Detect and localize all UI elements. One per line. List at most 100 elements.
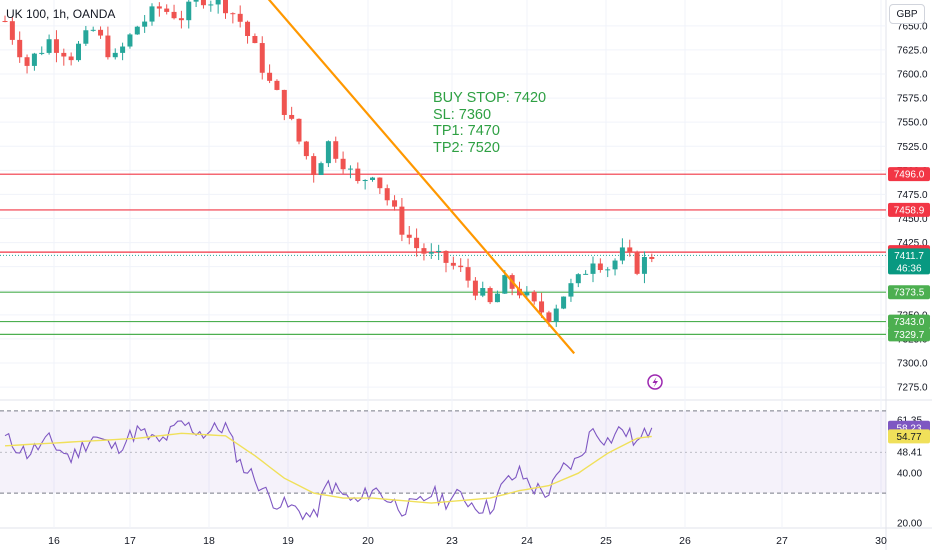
candle-body [472,280,478,296]
candle-body [164,8,170,12]
candle-body [200,0,206,6]
candle-body [370,177,375,180]
x-tick-label: 17 [124,535,136,547]
x-tick-label: 30 [875,535,887,547]
candle-body [186,1,192,21]
candle-body [406,234,412,238]
y-tick-label: 7450.0 [897,214,928,225]
candle-body [421,248,427,254]
candle-body [575,274,581,284]
candle-body [517,288,522,296]
rsi-y-tick-label: 48.41 [897,448,922,459]
rsi-value-label [888,429,930,444]
candle-body [568,283,574,297]
price-label-text: 7329.7 [894,330,925,341]
candle-body [252,36,258,44]
candle-body [105,35,111,58]
x-tick-label: 23 [446,535,458,547]
candle-body [480,288,486,296]
trade-note: BUY STOP: 7420 SL: 7360 TP1: 7470 TP2: 7… [433,90,546,156]
candle-body [612,260,618,270]
candle-body [443,250,449,263]
candle-body [597,263,603,271]
candle-body [428,252,434,254]
candle-body [90,29,96,31]
candle-body [553,308,559,323]
price-label-resistance [888,167,930,182]
candle-body [436,250,442,253]
price-label-text: 7411.7 [894,251,924,262]
candle-body [414,237,420,249]
x-tick-label: 19 [282,535,294,547]
candle-body [208,4,214,6]
x-tick-label: 27 [776,535,788,547]
candle-body [590,263,596,274]
candle-body [39,52,45,54]
candle-body [641,257,647,274]
candle-body [120,46,126,53]
candle-body [465,267,471,281]
candle-body [311,156,317,176]
candle-body [531,291,537,302]
candle-body [362,179,368,182]
x-tick-label: 18 [203,535,215,547]
y-tick-label: 7525.0 [897,142,928,153]
trendline [267,0,576,355]
candle-body [267,72,273,81]
candle-body [627,247,633,253]
y-tick-label: 7475.0 [897,190,928,201]
rsi-value-text: 54.77 [896,432,921,443]
y-tick-label: 7275.0 [897,383,928,394]
buy-stop-text: BUY STOP: 7420 [433,90,547,106]
price-label-text: 7343.0 [894,317,925,328]
candle-body [494,293,500,303]
symbol-title: UK 100, 1h, OANDA [6,7,116,21]
candle-body [561,296,567,309]
candle-body [392,200,398,207]
candle-body [355,168,361,182]
lightning-glyph [652,377,658,388]
candle-body [289,114,295,119]
candle-body [458,265,464,268]
price-label-text: 7373.5 [894,288,925,299]
candle-body [399,206,405,235]
y-tick-label: 7550.0 [897,118,928,129]
y-tick-label: 7425.0 [897,238,928,249]
candle-body [634,252,640,274]
x-tick-label: 26 [679,535,691,547]
y-tick-label: 7300.0 [897,359,928,370]
candle-body [325,141,331,164]
countdown-text: 46:36 [896,263,921,274]
x-tick-label: 20 [362,535,374,547]
rsi-band-fill [0,410,886,494]
candle-body [215,0,221,5]
candle-body [9,21,15,40]
price-label-text: 7496.0 [894,170,925,181]
candle-body [245,21,251,37]
rsi-value-text: 58.23 [896,423,921,434]
candle-body [649,257,655,259]
x-tick-label: 16 [48,535,60,547]
candle-body [296,118,302,142]
currency-button[interactable]: GBP [889,4,925,24]
candle-body [384,188,390,201]
rsi-y-tick-label: 20.00 [897,519,922,530]
candle-body [31,53,37,66]
candle-body [340,158,346,170]
candle-body [274,80,280,90]
candle-body [502,275,508,294]
rsi-ma-line [4,432,652,504]
candle-body [450,262,456,266]
candle-body [377,177,383,189]
candle-body [156,6,162,9]
candle-body [178,18,184,21]
candle-body [318,163,324,176]
candle-body [76,43,81,61]
price-label-support [888,285,930,300]
take-profit-1-text: TP1: 7470 [433,123,500,139]
candle-body [546,312,552,323]
candle-body [223,0,228,14]
candle-body [487,288,493,303]
x-tick-label: 24 [521,535,533,547]
